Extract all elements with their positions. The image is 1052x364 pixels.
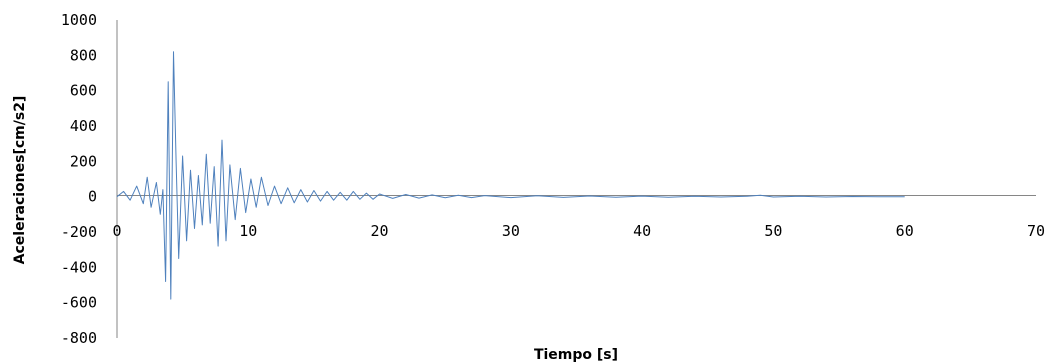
x-tick-label: 70	[1027, 222, 1045, 240]
x-tick-label: 50	[764, 222, 782, 240]
x-tick-labels: 0 10 20 30 40 50 60 70	[112, 222, 1045, 240]
y-tick-label: -600	[61, 294, 97, 312]
x-tick-label: 10	[239, 222, 257, 240]
acceleration-series-line	[116, 51, 905, 300]
y-tick-labels: 1000 800 600 400 200 0 -200 -400 -600 -800	[61, 11, 97, 347]
y-tick-label: -800	[61, 329, 97, 347]
y-tick-label: -400	[61, 258, 97, 276]
y-tick-label: 600	[70, 82, 97, 100]
x-tick-label: 60	[896, 222, 914, 240]
y-tick-label: 800	[70, 46, 97, 64]
y-tick-label: 1000	[61, 11, 97, 29]
y-tick-label: -200	[61, 223, 97, 241]
y-axis-title: Aceleraciones[cm/s2]	[12, 96, 28, 265]
x-tick-label: 30	[502, 222, 520, 240]
x-axis-title: Tiempo [s]	[534, 347, 618, 363]
y-tick-label: 200	[70, 152, 97, 170]
y-tick-label: 0	[88, 188, 97, 206]
y-tick-label: 400	[70, 117, 97, 135]
x-tick-label: 20	[371, 222, 389, 240]
x-tick-label: 40	[633, 222, 651, 240]
x-tick-label: 0	[112, 222, 121, 240]
